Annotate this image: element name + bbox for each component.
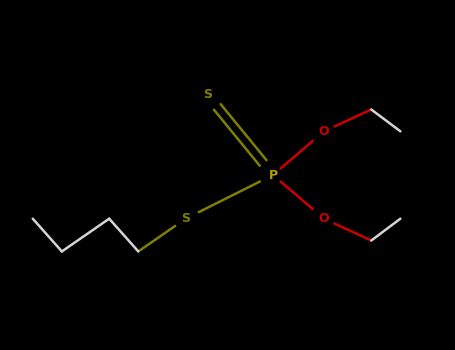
Text: O: O <box>318 212 329 225</box>
Text: S: S <box>203 89 212 101</box>
Text: S: S <box>181 212 190 225</box>
Text: O: O <box>318 125 329 138</box>
Text: P: P <box>268 168 278 182</box>
